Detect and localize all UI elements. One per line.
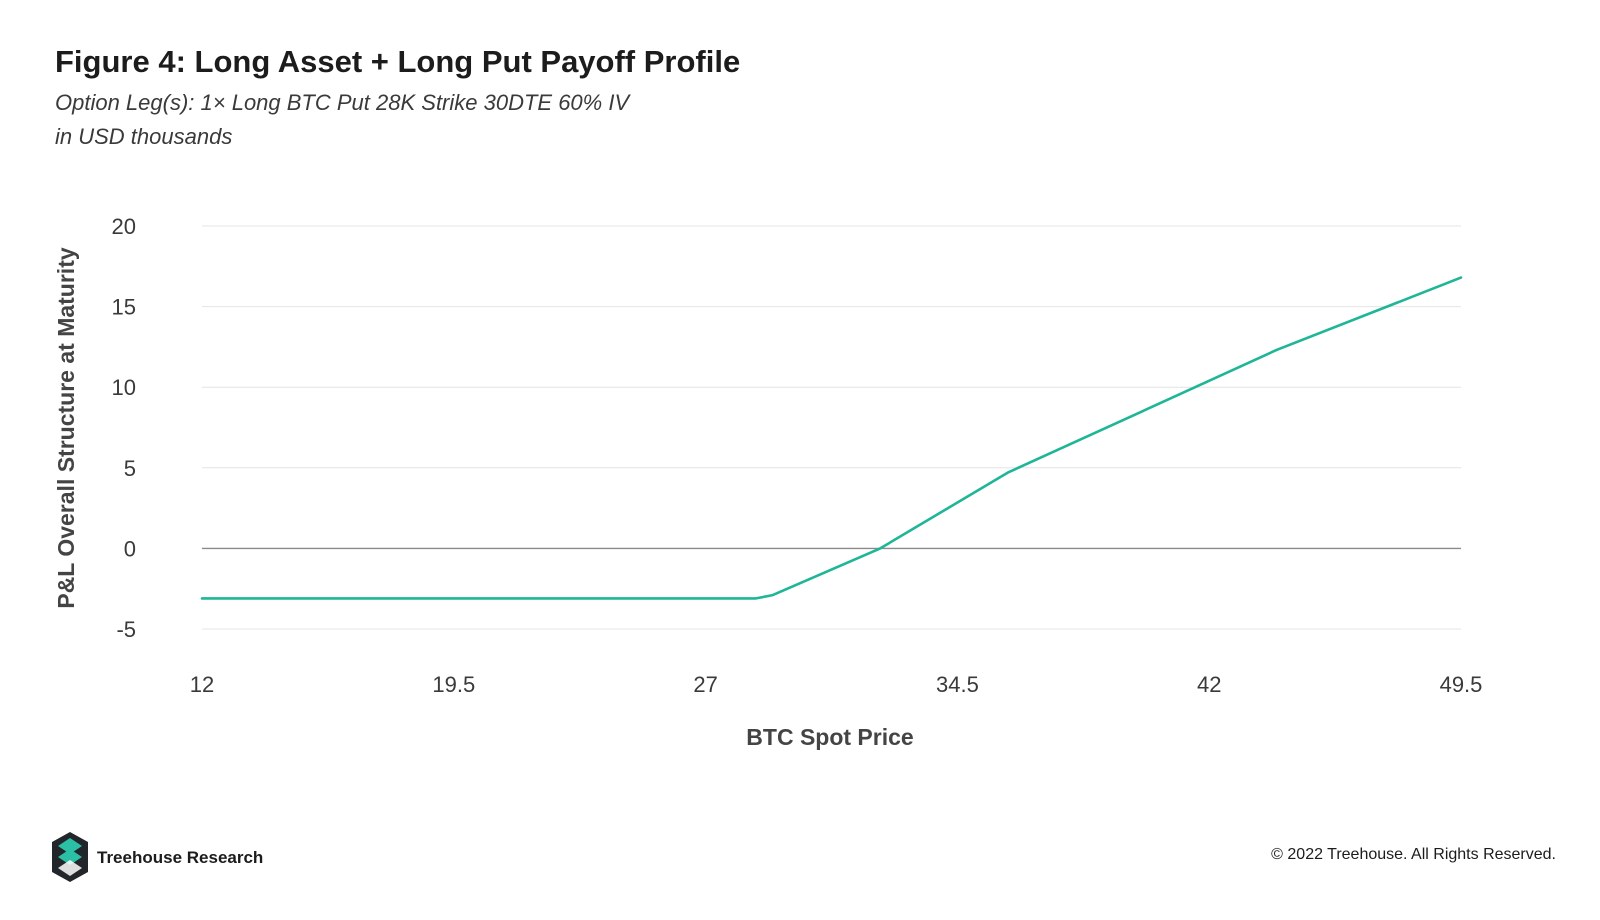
y-tick-label: 5 bbox=[124, 456, 136, 481]
y-tick-label: 20 bbox=[112, 214, 136, 239]
x-tick-label: 12 bbox=[190, 672, 214, 697]
y-tick-label: -5 bbox=[116, 617, 136, 642]
payoff-series-line bbox=[200, 276, 1463, 600]
x-tick-label: 19.5 bbox=[432, 672, 475, 697]
y-tick-label: 10 bbox=[112, 375, 136, 400]
chart-title: Figure 4: Long Asset + Long Put Payoff P… bbox=[55, 44, 741, 79]
x-tick-label: 42 bbox=[1197, 672, 1221, 697]
treehouse-logo-icon bbox=[52, 832, 88, 882]
y-axis-ticks: -5 0 5 10 15 20 bbox=[112, 214, 136, 642]
series-layer bbox=[200, 276, 1463, 600]
y-axis-label: P&L Overall Structure at Maturity bbox=[53, 247, 79, 608]
y-tick-label: 0 bbox=[124, 536, 136, 561]
x-tick-label: 34.5 bbox=[936, 672, 979, 697]
chart-subtitle: Option Leg(s): 1× Long BTC Put 28K Strik… bbox=[55, 90, 630, 115]
chart-units-note: in USD thousands bbox=[55, 124, 233, 149]
gridlines bbox=[202, 225, 1461, 630]
x-tick-label: 27 bbox=[693, 672, 717, 697]
x-tick-label: 49.5 bbox=[1440, 672, 1483, 697]
x-axis-label: BTC Spot Price bbox=[746, 724, 913, 750]
copyright-notice: © 2022 Treehouse. All Rights Reserved. bbox=[1271, 846, 1556, 863]
y-tick-label: 15 bbox=[112, 295, 136, 320]
x-axis-ticks: 12 19.5 27 34.5 42 49.5 bbox=[190, 672, 1483, 697]
brand-name: Treehouse Research bbox=[97, 848, 264, 867]
footer-brand: Treehouse Research bbox=[52, 832, 263, 884]
